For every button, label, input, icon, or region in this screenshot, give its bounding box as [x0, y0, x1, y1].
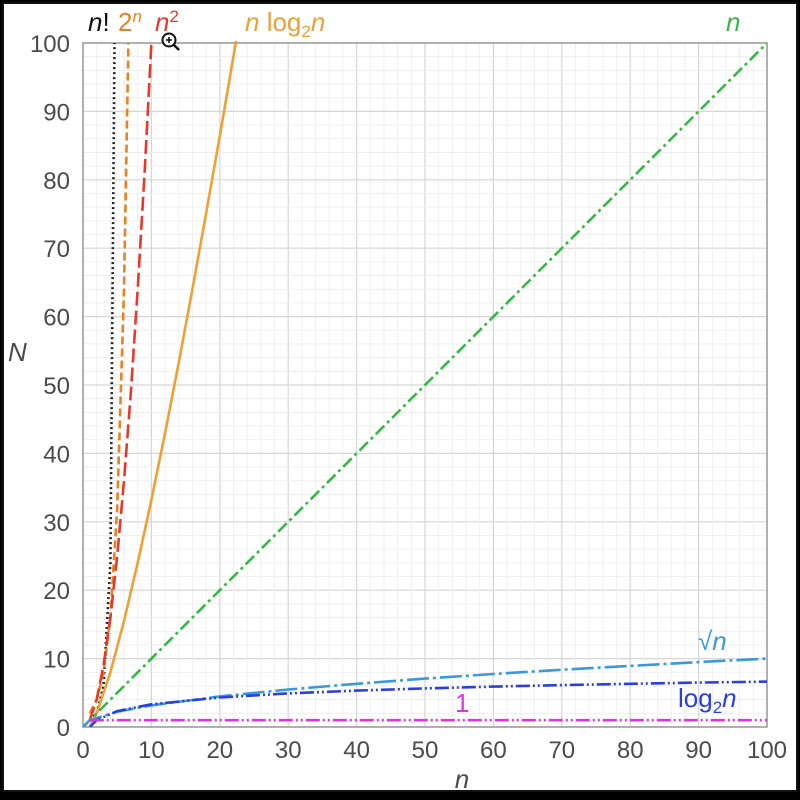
zoom-cursor-icon — [161, 32, 180, 51]
label-log: log2n — [678, 683, 737, 717]
y-tick-label: 0 — [57, 715, 70, 742]
label-linear: n — [726, 7, 740, 37]
series-line-log — [88, 680, 767, 727]
x-axis-label: n — [455, 764, 469, 794]
y-tick-label: 100 — [30, 31, 70, 58]
x-tick-label: 10 — [138, 737, 165, 764]
series-line-linear — [83, 42, 767, 727]
x-tick-label: 80 — [617, 737, 644, 764]
plot-area — [82, 42, 768, 728]
y-tick-label: 40 — [43, 441, 70, 468]
x-tick-label: 0 — [76, 737, 89, 764]
y-tick-label: 90 — [43, 99, 70, 126]
x-tick-labels: 0 10 20 30 40 50 60 70 80 90 100 — [76, 737, 787, 764]
label-quadratic: n2 — [155, 7, 179, 37]
series-line-quadratic — [88, 42, 153, 721]
y-tick-label: 10 — [43, 647, 70, 674]
label-sqrt: √n — [698, 626, 727, 656]
y-tick-label: 70 — [43, 236, 70, 263]
label-nlogn: n log2n — [245, 7, 325, 41]
y-tick-labels: 0 10 20 30 40 50 60 70 80 90 100 — [30, 31, 70, 742]
series-line-exponential — [88, 42, 130, 714]
label-factorial: n! — [88, 7, 110, 37]
y-tick-label: 30 — [43, 510, 70, 537]
series-lines — [83, 41, 767, 727]
y-tick-label: 50 — [43, 373, 70, 400]
label-exponential: 2n — [118, 7, 142, 37]
y-tick-label: 80 — [43, 168, 70, 195]
x-tick-label: 50 — [412, 737, 439, 764]
y-tick-label: 20 — [43, 578, 70, 605]
x-tick-label: 30 — [275, 737, 302, 764]
x-tick-label: 100 — [747, 737, 787, 764]
x-tick-label: 60 — [480, 737, 507, 764]
x-tick-label: 40 — [343, 737, 370, 764]
x-tick-label: 90 — [685, 737, 712, 764]
x-tick-label: 70 — [548, 737, 575, 764]
y-axis-label: N — [8, 337, 27, 367]
series-line-nlogn — [88, 41, 238, 727]
x-tick-label: 20 — [206, 737, 233, 764]
label-constant: 1 — [455, 688, 469, 718]
y-tick-label: 60 — [43, 305, 70, 332]
